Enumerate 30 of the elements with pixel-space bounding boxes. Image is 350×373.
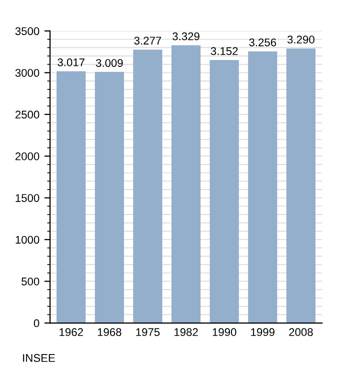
text: INSEE — [23, 354, 55, 362]
y-tick-label: 2500 — [15, 110, 40, 119]
y-tick-label: 1500 — [16, 194, 40, 202]
y-tick-label: 3000 — [15, 68, 40, 77]
y-tick-label: 0 — [34, 319, 40, 328]
y-tick-label: 2000 — [15, 152, 40, 160]
bar — [171, 45, 201, 324]
x-tick-label: 1968 — [98, 328, 122, 336]
x-tick-label: 2008 — [289, 328, 313, 336]
bar — [286, 48, 316, 324]
data-label: 3.329 — [172, 32, 200, 40]
data-label: 3.277 — [134, 36, 162, 45]
bar — [133, 50, 162, 324]
data-label: 3.017 — [58, 58, 84, 66]
y-tick-label: 1000 — [16, 236, 40, 244]
data-label: 3.152 — [210, 47, 238, 56]
bar — [94, 72, 124, 324]
bar — [248, 51, 278, 324]
x-tick-label: 1962 — [60, 328, 83, 336]
y-tick-label: 3500 — [15, 27, 40, 36]
data-label: 3.009 — [96, 59, 123, 67]
data-label: 3.290 — [287, 36, 314, 44]
x-tick-label: 1975 — [136, 328, 160, 336]
bar — [56, 71, 86, 324]
data-label: 3.256 — [249, 38, 276, 46]
x-tick-label: 1990 — [212, 328, 236, 336]
x-tick-label: 1982 — [174, 328, 198, 336]
x-tick-label: 1999 — [251, 328, 274, 336]
bar — [210, 60, 239, 324]
y-tick-label: 500 — [22, 278, 40, 286]
